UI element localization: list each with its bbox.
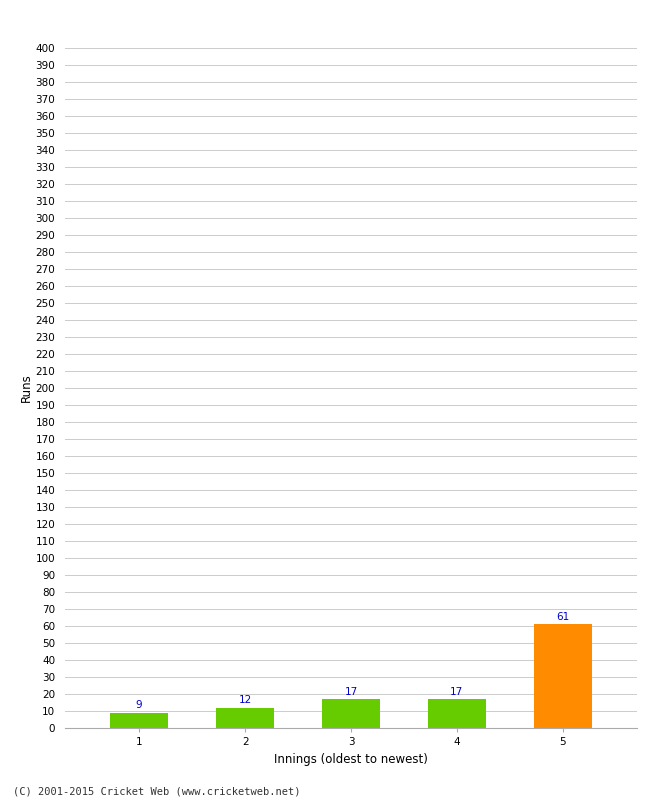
Text: 9: 9 [136, 700, 142, 710]
Bar [428, 699, 486, 728]
Bar [110, 713, 168, 728]
Text: 17: 17 [344, 686, 358, 697]
Text: 17: 17 [450, 686, 463, 697]
Bar [534, 624, 592, 728]
Text: 61: 61 [556, 612, 569, 622]
Text: 12: 12 [239, 695, 252, 705]
Bar [216, 707, 274, 728]
Text: (C) 2001-2015 Cricket Web (www.cricketweb.net): (C) 2001-2015 Cricket Web (www.cricketwe… [13, 786, 300, 796]
X-axis label: Innings (oldest to newest): Innings (oldest to newest) [274, 753, 428, 766]
Y-axis label: Runs: Runs [20, 374, 32, 402]
Bar [322, 699, 380, 728]
